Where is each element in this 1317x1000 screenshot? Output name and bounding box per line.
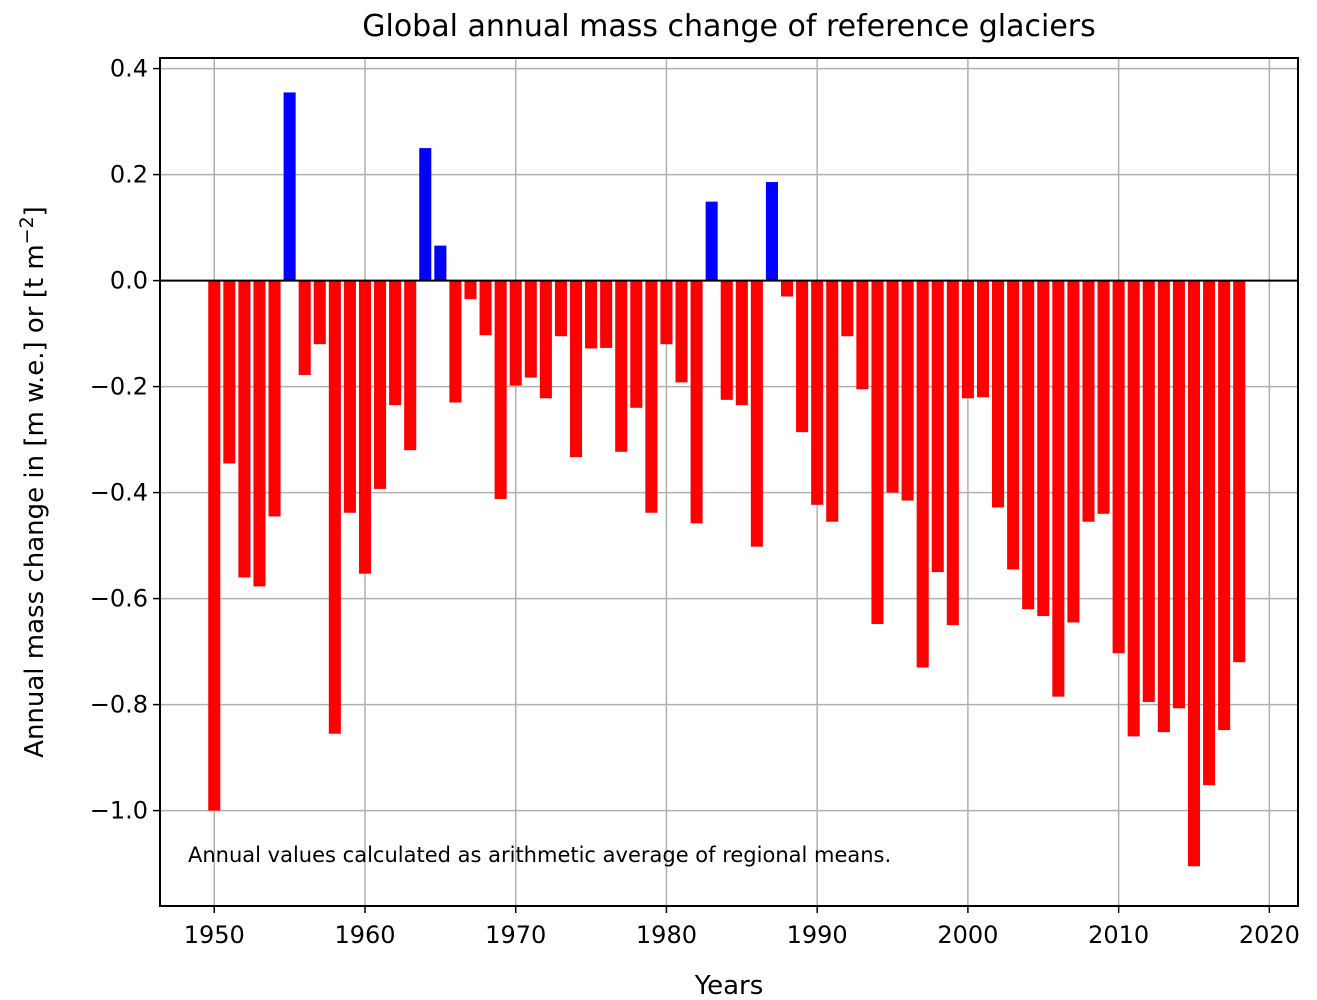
bar-2004 — [1022, 280, 1035, 610]
bar-2017 — [1218, 280, 1231, 731]
bar-2000 — [961, 280, 974, 399]
bar-1993 — [856, 280, 869, 390]
bar-2010 — [1112, 280, 1125, 654]
chart-title: Global annual mass change of reference g… — [362, 9, 1096, 44]
bar-2005 — [1037, 280, 1050, 617]
bar-1994 — [871, 280, 884, 625]
bar-2018 — [1233, 280, 1246, 663]
bar-2016 — [1203, 280, 1216, 786]
x-tick-label: 2020 — [1239, 921, 1300, 949]
bar-2013 — [1157, 280, 1170, 733]
bars — [208, 92, 1246, 867]
bar-1963 — [404, 280, 417, 451]
bar-1950 — [208, 280, 221, 811]
bar-2001 — [976, 280, 990, 398]
bar-1973 — [554, 280, 567, 337]
bar-2012 — [1142, 280, 1155, 702]
bar-1952 — [238, 280, 251, 578]
bar-1977 — [615, 280, 628, 452]
bar-2006 — [1052, 280, 1065, 697]
bar-2014 — [1172, 280, 1185, 709]
bar-1984 — [720, 280, 733, 400]
bar-1955 — [283, 92, 296, 281]
bar-1976 — [600, 280, 613, 348]
y-tick-label: −1.0 — [90, 797, 148, 825]
x-tick-label: 1990 — [787, 921, 848, 949]
bar-1970 — [509, 280, 522, 386]
y-tick-label: 0.0 — [110, 267, 148, 295]
bar-1971 — [524, 280, 537, 378]
bar-1962 — [389, 280, 402, 406]
y-tick-label: 0.4 — [110, 55, 148, 83]
bar-1965 — [434, 245, 447, 281]
x-tick-label: 2000 — [937, 921, 998, 949]
bar-1990 — [811, 280, 824, 505]
bar-1999 — [946, 280, 959, 626]
bar-1997 — [916, 280, 929, 668]
bar-1969 — [494, 280, 507, 499]
y-tick-label: −0.6 — [90, 585, 148, 613]
bar-1956 — [298, 280, 311, 375]
y-tick-label: −0.4 — [90, 479, 148, 507]
y-tick-label: −0.2 — [90, 373, 148, 401]
bar-1987 — [765, 182, 778, 281]
bar-1972 — [539, 280, 552, 399]
bar-1961 — [374, 280, 387, 489]
bar-2009 — [1097, 280, 1110, 514]
bar-2007 — [1067, 280, 1080, 623]
bar-2003 — [1007, 280, 1020, 570]
bar-2008 — [1082, 280, 1095, 522]
bar-1982 — [690, 280, 703, 524]
bar-1974 — [569, 280, 583, 458]
y-axis-title-main: Annual mass change in [m w.e.] or [t m — [20, 244, 50, 758]
x-tick-label: 1980 — [636, 921, 697, 949]
y-tick-label: −0.8 — [90, 691, 148, 719]
bar-1966 — [449, 280, 462, 403]
bar-1978 — [630, 280, 643, 408]
bar-1968 — [479, 280, 492, 336]
x-axis-title: Years — [694, 971, 764, 1000]
bar-1998 — [931, 280, 944, 573]
x-tick-label: 2010 — [1088, 921, 1149, 949]
bar-1975 — [585, 280, 598, 349]
bar-1986 — [750, 280, 763, 547]
y-axis-title-sup: −2 — [16, 216, 38, 244]
bar-1995 — [886, 280, 899, 493]
x-tick-label: 1950 — [184, 921, 245, 949]
bar-2011 — [1127, 280, 1140, 737]
bar-1985 — [735, 280, 748, 406]
bar-1951 — [223, 280, 236, 464]
y-axis: 0.4 0.2 0.0 −0.2 −0.4 −0.6 −0.8 −1.0 — [90, 55, 160, 825]
bar-1989 — [796, 280, 809, 433]
bar-1991 — [826, 280, 839, 522]
bar-1957 — [313, 280, 326, 345]
x-axis: 1950 1960 1970 1980 1990 2000 2010 2020 — [184, 906, 1300, 949]
bar-1983 — [705, 201, 718, 281]
y-axis-title: Annual mass change in [m w.e.] or [t m−2… — [16, 206, 50, 758]
bar-1954 — [268, 280, 281, 517]
bar-1967 — [464, 280, 477, 300]
bar-1964 — [419, 148, 432, 281]
annotation: Annual values calculated as arithmetic a… — [188, 843, 891, 867]
bar-1959 — [343, 280, 356, 513]
x-tick-label: 1960 — [334, 921, 395, 949]
bar-1980 — [660, 280, 673, 345]
plot-frame — [159, 57, 1299, 907]
y-axis-title-suffix: ] — [20, 206, 50, 216]
bar-1988 — [781, 280, 794, 297]
bar-2002 — [992, 280, 1005, 508]
bar-1979 — [645, 280, 658, 513]
bar-1953 — [253, 280, 266, 587]
bar-1992 — [841, 280, 854, 337]
x-tick-label: 1970 — [485, 921, 546, 949]
bar-2015 — [1187, 280, 1201, 867]
y-tick-label: 0.2 — [110, 161, 148, 189]
bar-1981 — [675, 280, 688, 383]
bar-1960 — [358, 280, 372, 574]
bar-1958 — [328, 280, 341, 734]
bar-1996 — [901, 280, 914, 501]
